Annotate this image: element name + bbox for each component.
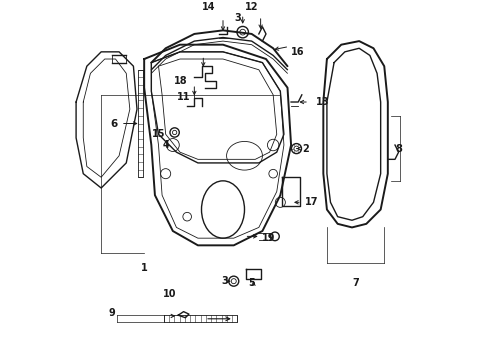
Text: 3: 3 (221, 276, 228, 286)
Text: 19: 19 (262, 233, 275, 243)
Text: 6: 6 (110, 118, 117, 129)
Text: 7: 7 (351, 278, 358, 288)
Text: 11: 11 (177, 92, 190, 102)
Text: 14: 14 (202, 3, 215, 13)
Text: 1: 1 (141, 263, 147, 273)
Text: 2: 2 (301, 144, 308, 154)
Text: 10: 10 (162, 289, 176, 299)
Text: 15: 15 (152, 129, 165, 139)
Text: 5: 5 (248, 278, 255, 288)
Text: 4: 4 (162, 140, 169, 150)
Text: 18: 18 (173, 76, 187, 86)
Text: 13: 13 (316, 97, 329, 107)
Text: 3: 3 (233, 13, 240, 23)
Text: 17: 17 (305, 197, 318, 207)
Text: 8: 8 (394, 144, 401, 154)
Text: 16: 16 (290, 47, 304, 57)
Text: 9: 9 (108, 309, 115, 318)
Text: 12: 12 (244, 3, 258, 13)
